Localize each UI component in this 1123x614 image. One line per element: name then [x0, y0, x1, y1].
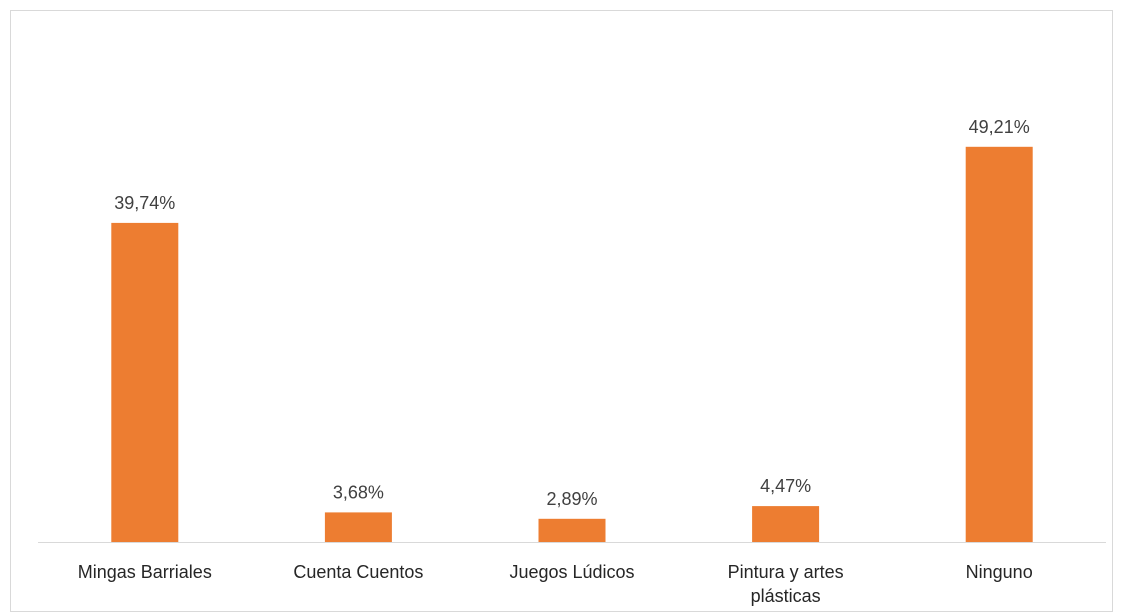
data-labels-layer: 39,74% 3,68% 2,89% 4,47% 49,21% — [114, 117, 1029, 509]
bar-3 — [538, 518, 606, 542]
category-label-4-line-1: Pintura y artes — [728, 562, 844, 582]
chart-frame: 39,74% 3,68% 2,89% 4,47% 49,21% Mingas Barri… — [10, 10, 1113, 612]
data-label-2: 3,68% — [333, 482, 384, 502]
category-label-2: Cuenta Cuentos — [293, 562, 423, 582]
bar-2 — [324, 512, 392, 542]
category-label-1: Mingas Barriales — [78, 562, 212, 582]
category-labels-layer: Mingas Barriales Cuenta Cuentos Juegos Lúd… — [78, 562, 1033, 606]
bars-layer — [111, 146, 1033, 543]
bar-5 — [965, 146, 1033, 543]
data-label-1: 39,74% — [114, 193, 175, 213]
bar-4 — [752, 506, 820, 542]
data-label-3: 2,89% — [546, 489, 597, 509]
bar-chart: 39,74% 3,68% 2,89% 4,47% 49,21% Mingas Barri… — [38, 117, 1106, 606]
data-label-4: 4,47% — [760, 476, 811, 496]
category-label-4-line-2: plásticas — [751, 586, 821, 606]
data-label-5: 49,21% — [969, 117, 1030, 137]
bar-1 — [111, 222, 179, 542]
category-label-5: Ninguno — [966, 562, 1033, 582]
category-label-3: Juegos Lúdicos — [509, 562, 634, 582]
